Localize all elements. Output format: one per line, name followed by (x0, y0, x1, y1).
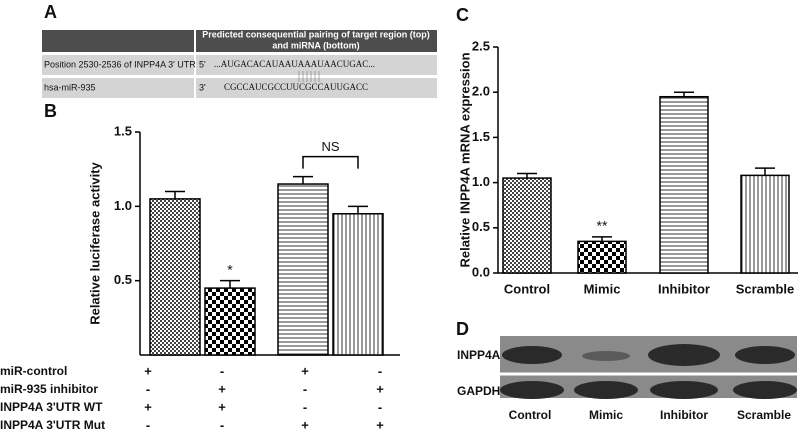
panel-label: C (456, 5, 469, 25)
lane-label: Inhibitor (660, 408, 708, 422)
y-tick-label: 2.0 (472, 84, 490, 99)
bar (502, 177, 552, 274)
bar (659, 95, 709, 274)
condition-sign: + (218, 399, 226, 414)
bar (332, 213, 384, 356)
bar (277, 183, 329, 356)
panel-label: A (44, 2, 57, 22)
condition-sign: + (144, 363, 152, 378)
y-tick-label: 1.0 (114, 198, 132, 213)
condition-sign: - (378, 363, 382, 378)
condition-sign: + (376, 417, 384, 432)
condition-sign: + (301, 363, 309, 378)
condition-sign: + (301, 417, 309, 432)
header-text: and miRNA (bottom) (272, 40, 359, 50)
blot-row-label: GAPDH (457, 384, 500, 398)
lane-label: Scramble (737, 408, 791, 422)
bands (500, 344, 797, 399)
y-tick-label: 0.0 (472, 264, 490, 279)
y-tick-label: 0.5 (472, 219, 490, 234)
row-end: 3' (199, 82, 206, 92)
condition-label: INPP4A 3'UTR Mut (0, 418, 105, 432)
x-tick-label: Mimic (584, 281, 621, 296)
condition-sign: - (146, 381, 150, 396)
condition-sign: - (378, 399, 382, 414)
table-row (42, 55, 437, 75)
bracket-label: NS (321, 139, 339, 154)
condition-sign: - (146, 417, 150, 432)
y-axis-label: Relative INPP4A mRNA expression (457, 52, 472, 267)
significance-mark: ** (597, 218, 608, 234)
y-tick-label: 2.5 (472, 38, 490, 53)
y-tick-label: 1.0 (472, 174, 490, 189)
condition-sign: - (303, 399, 307, 414)
bracket (302, 155, 359, 169)
blot-row-label: INPP4A (457, 348, 501, 362)
row-name: Position 2530-2536 of INPP4A 3' UTR (44, 59, 196, 69)
condition-label: miR-control (0, 364, 67, 378)
row-name: hsa-miR-935 (44, 82, 96, 92)
condition-sign: - (303, 381, 307, 396)
significance-mark: * (227, 261, 233, 277)
x-tick-label: Scramble (736, 281, 795, 296)
lane-label: Control (509, 408, 552, 422)
panel-label: B (44, 101, 57, 121)
row-end: 5' (199, 59, 206, 69)
condition-sign: - (220, 417, 224, 432)
y-tick-label: 0.5 (114, 272, 132, 287)
bar (577, 240, 627, 274)
pairing-lines (298, 71, 320, 82)
condition-sign: + (218, 381, 226, 396)
y-tick-label: 1.5 (472, 129, 490, 144)
bar (740, 174, 790, 274)
table-header (42, 30, 437, 52)
condition-sign: - (220, 363, 224, 378)
sequence: CGCCAUCGCCUUCGCCAUUGACC (224, 82, 368, 92)
x-tick-label: Inhibitor (658, 281, 710, 296)
panel-label: D (456, 319, 469, 339)
y-tick-label: 1.5 (114, 123, 132, 138)
bar (149, 198, 201, 356)
table-row (42, 78, 437, 98)
header-text: Predicted consequential pairing of targe… (202, 29, 430, 39)
bar (204, 287, 256, 356)
condition-label: miR-935 inhibitor (0, 382, 98, 396)
sequence: ...AUGACACAUAAUAAAUAACUGAC... (214, 59, 375, 69)
condition-sign: + (144, 399, 152, 414)
condition-sign: + (376, 381, 384, 396)
lane-label: Mimic (589, 408, 623, 422)
y-axis-label: Relative luciferase activity (87, 161, 102, 324)
condition-label: INPP4A 3'UTR WT (0, 400, 103, 414)
x-tick-label: Control (504, 281, 550, 296)
